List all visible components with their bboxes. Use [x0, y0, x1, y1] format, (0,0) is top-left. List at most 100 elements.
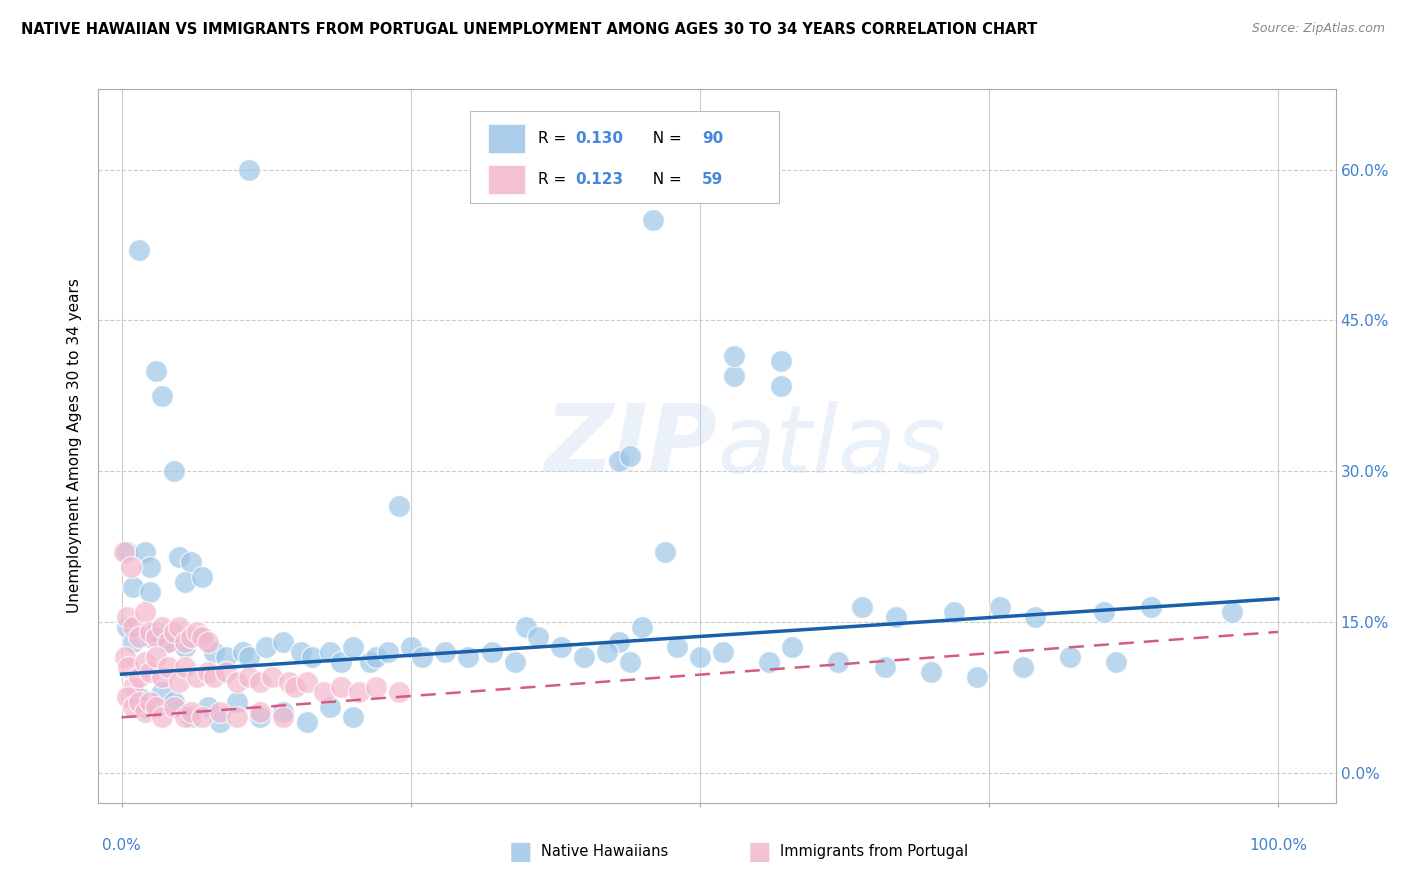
Point	[122, 620, 145, 634]
Y-axis label: Unemployment Among Ages 30 to 34 years: Unemployment Among Ages 30 to 34 years	[67, 278, 83, 614]
Point	[769, 378, 792, 392]
Text: ZIP: ZIP	[544, 400, 717, 492]
Point	[117, 690, 139, 705]
Point	[920, 665, 942, 680]
Point	[273, 710, 295, 724]
Text: N =: N =	[643, 131, 686, 146]
Point	[249, 706, 271, 720]
Text: 59: 59	[702, 172, 724, 187]
Point	[191, 710, 214, 724]
Point	[186, 624, 208, 639]
Point	[619, 655, 641, 669]
Point	[169, 675, 191, 690]
Point	[139, 630, 162, 644]
Point	[631, 620, 654, 634]
Point	[330, 655, 353, 669]
Point	[145, 624, 167, 639]
Point	[503, 655, 526, 669]
Bar	[488, 165, 526, 194]
Bar	[488, 124, 526, 153]
Point	[174, 635, 197, 649]
Point	[1012, 660, 1035, 674]
Point	[197, 700, 219, 714]
Point	[162, 695, 184, 709]
Point	[1059, 650, 1081, 665]
Point	[180, 630, 202, 644]
Point	[186, 670, 208, 684]
Point	[120, 559, 142, 574]
Point	[226, 695, 249, 709]
Point	[162, 624, 184, 639]
Point	[249, 675, 271, 690]
Point	[150, 670, 173, 684]
Point	[273, 706, 295, 720]
Point	[174, 710, 197, 724]
Text: 100.0%: 100.0%	[1249, 838, 1308, 853]
Point	[295, 715, 318, 730]
Point	[273, 635, 295, 649]
Point	[150, 685, 173, 699]
Point	[202, 645, 225, 659]
Point	[607, 635, 630, 649]
Text: 0.130: 0.130	[575, 131, 623, 146]
Point	[134, 655, 156, 669]
Point	[232, 645, 254, 659]
Point	[318, 700, 340, 714]
Point	[260, 670, 283, 684]
Point	[596, 645, 619, 659]
Point	[112, 544, 135, 558]
Point	[873, 660, 896, 674]
Point	[122, 700, 145, 714]
Point	[134, 700, 156, 714]
Point	[162, 464, 184, 478]
Point	[156, 635, 179, 649]
Point	[191, 569, 214, 583]
Point	[654, 544, 676, 558]
Point	[214, 650, 236, 665]
Text: 90: 90	[702, 131, 724, 146]
Point	[128, 695, 150, 709]
Point	[643, 212, 665, 227]
Text: 0.123: 0.123	[575, 172, 623, 187]
Point	[180, 706, 202, 720]
Point	[1105, 655, 1128, 669]
Point	[117, 610, 139, 624]
Point	[197, 635, 219, 649]
Point	[226, 675, 249, 690]
Point	[284, 680, 307, 694]
Point	[827, 655, 849, 669]
Point	[180, 555, 202, 569]
Point	[122, 680, 145, 694]
Point	[114, 650, 136, 665]
Point	[723, 349, 745, 363]
Text: ■: ■	[748, 840, 770, 863]
Point	[208, 706, 231, 720]
Point	[689, 650, 711, 665]
Point	[238, 650, 260, 665]
Point	[139, 665, 162, 680]
Point	[312, 685, 335, 699]
Point	[117, 620, 139, 634]
Point	[128, 630, 150, 644]
Point	[156, 660, 179, 674]
Point	[295, 675, 318, 690]
Point	[134, 706, 156, 720]
Point	[139, 624, 162, 639]
Point	[723, 368, 745, 383]
Point	[481, 645, 503, 659]
Point	[128, 670, 150, 684]
Point	[388, 685, 411, 699]
Point	[364, 680, 387, 694]
Point	[1139, 599, 1161, 614]
Point	[1220, 605, 1243, 619]
Point	[156, 635, 179, 649]
Point	[457, 650, 479, 665]
Point	[238, 162, 260, 177]
Text: Source: ZipAtlas.com: Source: ZipAtlas.com	[1251, 22, 1385, 36]
Point	[988, 599, 1011, 614]
Point	[278, 675, 301, 690]
Point	[758, 655, 780, 669]
Point	[330, 680, 353, 694]
Point	[377, 645, 399, 659]
Point	[249, 710, 271, 724]
